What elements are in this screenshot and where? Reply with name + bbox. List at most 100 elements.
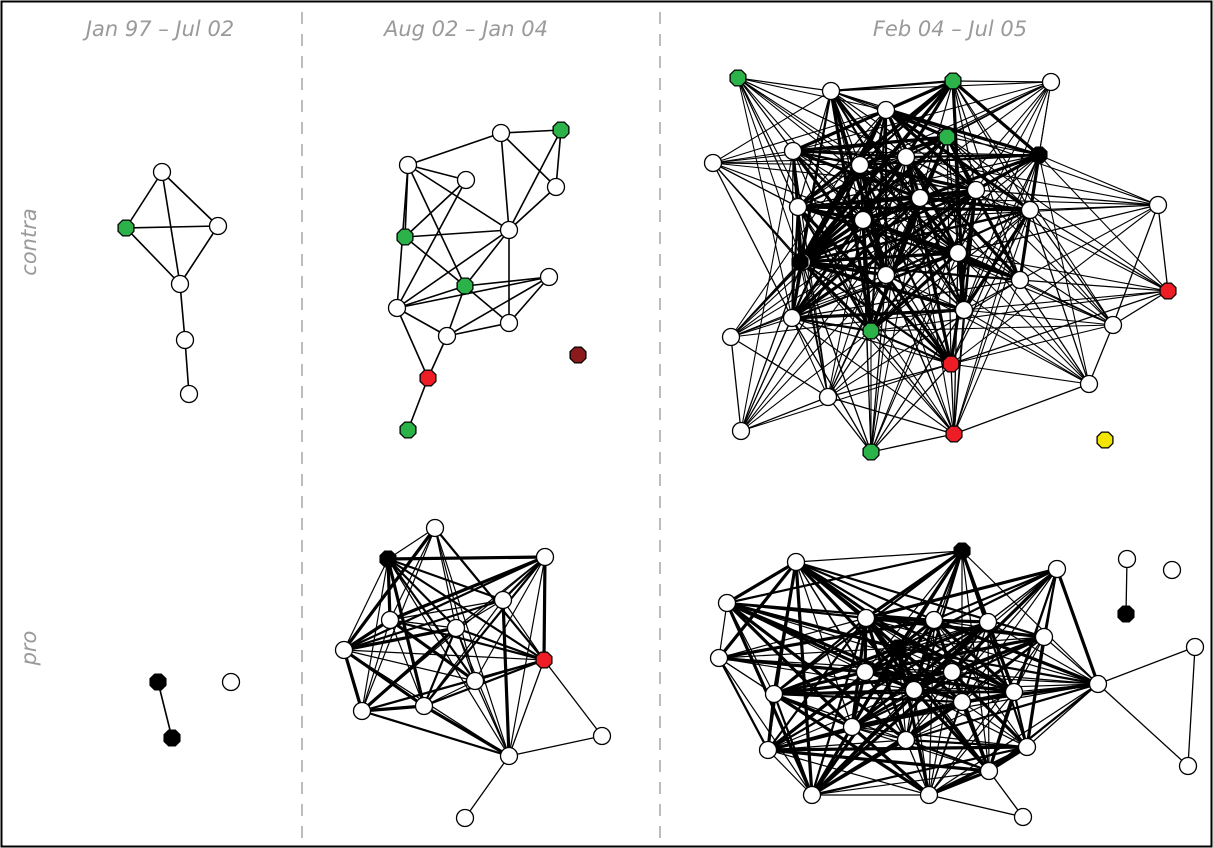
network-edge — [960, 549, 1029, 749]
network-edge — [474, 556, 546, 682]
network-edge — [766, 745, 1029, 752]
network-edge — [433, 526, 546, 662]
network-node — [731, 421, 751, 441]
network-edge — [1112, 290, 1169, 326]
network-edge — [905, 156, 1090, 385]
network-edge — [1043, 636, 1099, 685]
network-edge — [796, 205, 802, 264]
network-edge — [407, 164, 510, 231]
network-edge — [766, 692, 776, 752]
network-edge — [946, 136, 1169, 292]
network-edge — [342, 618, 392, 652]
network-edge — [125, 171, 163, 229]
network-node — [1117, 549, 1137, 569]
network-edge — [963, 309, 1090, 385]
network-node — [499, 313, 519, 333]
network-node — [1041, 72, 1061, 92]
network-edge — [801, 261, 955, 435]
network-edge — [864, 567, 1059, 620]
network-edge — [737, 77, 887, 276]
network-edge — [885, 274, 1090, 385]
network-edge — [791, 317, 872, 453]
network-edge — [905, 156, 1169, 292]
network-node — [446, 618, 466, 638]
network-node-black — [791, 253, 809, 271]
network-node-green — [117, 219, 135, 237]
network-node — [764, 684, 784, 704]
network-edge — [811, 689, 915, 796]
network-edge — [953, 279, 1021, 435]
network-edge — [953, 309, 965, 435]
network-edge — [865, 617, 1099, 685]
network-edge — [343, 558, 389, 651]
network-edge — [712, 90, 832, 164]
network-edge — [810, 620, 990, 797]
network-node-red — [1159, 282, 1177, 300]
network-edge — [864, 671, 1099, 685]
network-edge — [913, 689, 1015, 693]
network-node — [493, 590, 513, 610]
network-edge — [952, 80, 1021, 281]
network-node — [904, 680, 924, 700]
network-edge — [386, 557, 392, 622]
network-edge — [396, 179, 467, 309]
network-edge — [960, 700, 991, 773]
network-edge — [827, 279, 1021, 398]
network-edge — [950, 324, 1114, 365]
network-edge — [862, 204, 1159, 221]
network-edge — [862, 219, 1090, 385]
network-edge — [957, 252, 1169, 292]
network-edge — [897, 621, 989, 649]
network-edge — [396, 307, 448, 337]
network-edge — [125, 225, 219, 229]
network-edge — [1019, 209, 1031, 281]
network-node — [170, 274, 190, 294]
network-edge — [464, 229, 510, 287]
network-edge — [718, 602, 728, 659]
network-edge — [125, 227, 181, 285]
network-node-black — [163, 729, 181, 747]
network-edge — [905, 156, 959, 254]
network-edge — [1088, 324, 1114, 385]
network-node — [978, 612, 998, 632]
network-node-green — [729, 69, 747, 87]
network-edge — [1012, 690, 1029, 749]
network-edge — [975, 81, 1052, 191]
network-edge — [772, 688, 916, 696]
network-edge — [896, 646, 1100, 686]
network-edge — [404, 179, 467, 238]
network-edge — [712, 156, 907, 164]
network-edge — [423, 680, 476, 707]
network-edge — [932, 549, 964, 622]
network-edge — [422, 555, 547, 708]
network-edge — [810, 616, 868, 797]
network-edge — [830, 81, 1052, 92]
network-edge — [730, 109, 887, 338]
network-edge — [740, 261, 803, 432]
network-edge — [396, 285, 466, 309]
network-edge — [1029, 209, 1090, 385]
network-edge — [798, 208, 1032, 264]
network-node — [802, 785, 822, 805]
network-edge — [407, 377, 429, 431]
network-edge — [794, 560, 936, 622]
network-node-black — [379, 550, 397, 568]
network-edge — [767, 749, 813, 796]
network-node — [499, 746, 519, 766]
network-node-black — [889, 639, 907, 657]
network-edge — [950, 567, 1059, 674]
network-edge — [827, 209, 1031, 398]
network-edge — [904, 738, 991, 773]
network-edge — [542, 555, 547, 662]
network-edge — [342, 648, 364, 713]
network-edge — [957, 204, 1159, 254]
network-edge — [455, 627, 510, 757]
network-node — [1034, 627, 1054, 647]
network-node — [876, 100, 896, 120]
network-node-yellow — [1096, 431, 1114, 449]
network-edge — [796, 205, 1022, 282]
network-edge — [343, 649, 476, 682]
network-node — [703, 153, 723, 173]
network-edge — [434, 527, 476, 682]
column-title-1: Jan 97 – Jul 02 — [82, 17, 234, 41]
